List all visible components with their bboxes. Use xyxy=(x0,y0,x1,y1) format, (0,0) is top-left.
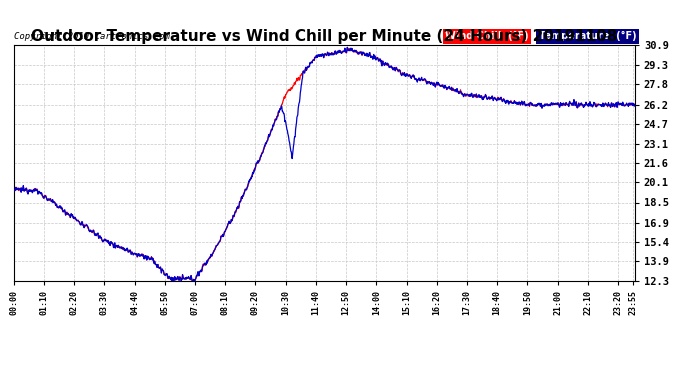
Text: Copyright 2019 Cartronics.com: Copyright 2019 Cartronics.com xyxy=(14,33,170,42)
Title: Outdoor Temperature vs Wind Chill per Minute (24 Hours) 20191108: Outdoor Temperature vs Wind Chill per Mi… xyxy=(31,29,618,44)
Text: Wind Chill  (°F): Wind Chill (°F) xyxy=(446,32,529,42)
Text: Temperature  (°F): Temperature (°F) xyxy=(539,32,636,42)
